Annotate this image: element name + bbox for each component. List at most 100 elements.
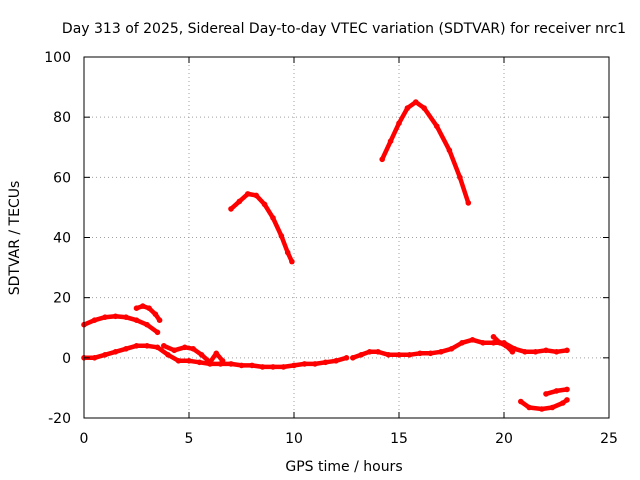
data-point [379, 156, 386, 163]
x-tick-label: 15 [390, 431, 408, 447]
data-point [564, 347, 570, 354]
data-point [261, 201, 268, 208]
data-point [236, 198, 243, 205]
data-point [343, 355, 350, 361]
series-arc-h [491, 334, 515, 355]
data-point [213, 350, 220, 357]
data-point [270, 364, 276, 370]
data-point [553, 388, 560, 394]
x-tick-label: 20 [495, 431, 513, 447]
data-point [518, 398, 524, 405]
chart-title: Day 313 of 2025, Sidereal Day-to-day VTE… [62, 21, 626, 37]
plot-frame [83, 56, 610, 419]
data-point [123, 346, 129, 352]
data-point [196, 359, 203, 366]
data-point [396, 120, 402, 126]
data-point [396, 352, 402, 358]
y-tick-label: 100 [44, 50, 71, 66]
axes [83, 56, 610, 419]
data-point [112, 313, 119, 320]
data-point [539, 406, 545, 412]
y-tick-label: 0 [62, 351, 71, 367]
x-tick-label: 0 [80, 431, 89, 447]
data-point [509, 349, 516, 355]
data-point [549, 404, 556, 411]
y-tick-label: -20 [48, 411, 71, 427]
data-point [312, 361, 318, 367]
data-point [133, 343, 140, 349]
data-point [560, 400, 566, 406]
data-point [171, 347, 178, 354]
data-point [480, 340, 486, 346]
data-point [503, 343, 509, 349]
y-tick-labels: -20 0 20 40 60 80 100 [44, 50, 71, 427]
data-point [459, 340, 465, 346]
data-point [245, 191, 251, 197]
data-point [112, 349, 119, 355]
data-point [387, 138, 394, 144]
x-tick-label: 5 [185, 431, 194, 447]
data-point [532, 349, 539, 355]
x-tick-label: 10 [285, 431, 303, 447]
data-point [228, 361, 234, 367]
series-arc-g [350, 337, 570, 361]
data-series [81, 99, 570, 412]
data-point [91, 317, 98, 324]
data-point [280, 364, 287, 370]
data-point [91, 355, 98, 361]
y-tick-label: 20 [53, 291, 71, 307]
data-point [123, 314, 129, 321]
data-point [219, 358, 226, 364]
data-point [144, 321, 150, 328]
data-point [564, 386, 570, 393]
data-point [350, 355, 356, 361]
data-point [553, 349, 560, 355]
data-point [284, 249, 291, 256]
data-point [146, 305, 152, 312]
data-point [102, 314, 108, 321]
data-point [198, 352, 205, 358]
data-point [358, 352, 365, 358]
data-point [438, 349, 444, 355]
data-point [182, 344, 188, 351]
data-point [543, 391, 549, 397]
data-point [253, 192, 259, 199]
data-point [375, 349, 381, 355]
data-point [434, 123, 440, 129]
data-point [259, 364, 266, 370]
data-point [154, 344, 161, 351]
data-point [301, 361, 308, 367]
x-tick-label: 25 [600, 431, 618, 447]
data-point [291, 362, 297, 369]
data-point [270, 215, 276, 221]
data-point [140, 303, 146, 309]
x-tick-labels: 0 5 10 15 20 25 [80, 431, 618, 447]
data-point [228, 206, 234, 212]
data-point [526, 404, 532, 411]
data-point [448, 346, 455, 352]
data-point [490, 334, 497, 340]
data-point [249, 362, 255, 369]
data-point [133, 305, 140, 312]
x-axis-label: GPS time / hours [285, 459, 402, 475]
data-point [333, 358, 339, 364]
grid-lines [84, 57, 609, 418]
data-point [469, 337, 476, 343]
data-point [446, 147, 453, 154]
y-tick-label: 40 [53, 231, 71, 247]
data-point [289, 258, 295, 265]
y-axis-label: SDTVAR / TECUs [7, 181, 23, 296]
data-point [322, 359, 329, 366]
data-point [278, 233, 285, 239]
data-point [465, 200, 472, 206]
data-point [133, 317, 140, 324]
data-point [413, 99, 419, 105]
data-point [238, 362, 245, 369]
data-point [427, 350, 434, 357]
data-point [417, 350, 423, 357]
data-point [385, 352, 392, 358]
data-point [207, 359, 213, 366]
y-tick-label: 60 [53, 170, 71, 186]
data-point [175, 358, 182, 364]
